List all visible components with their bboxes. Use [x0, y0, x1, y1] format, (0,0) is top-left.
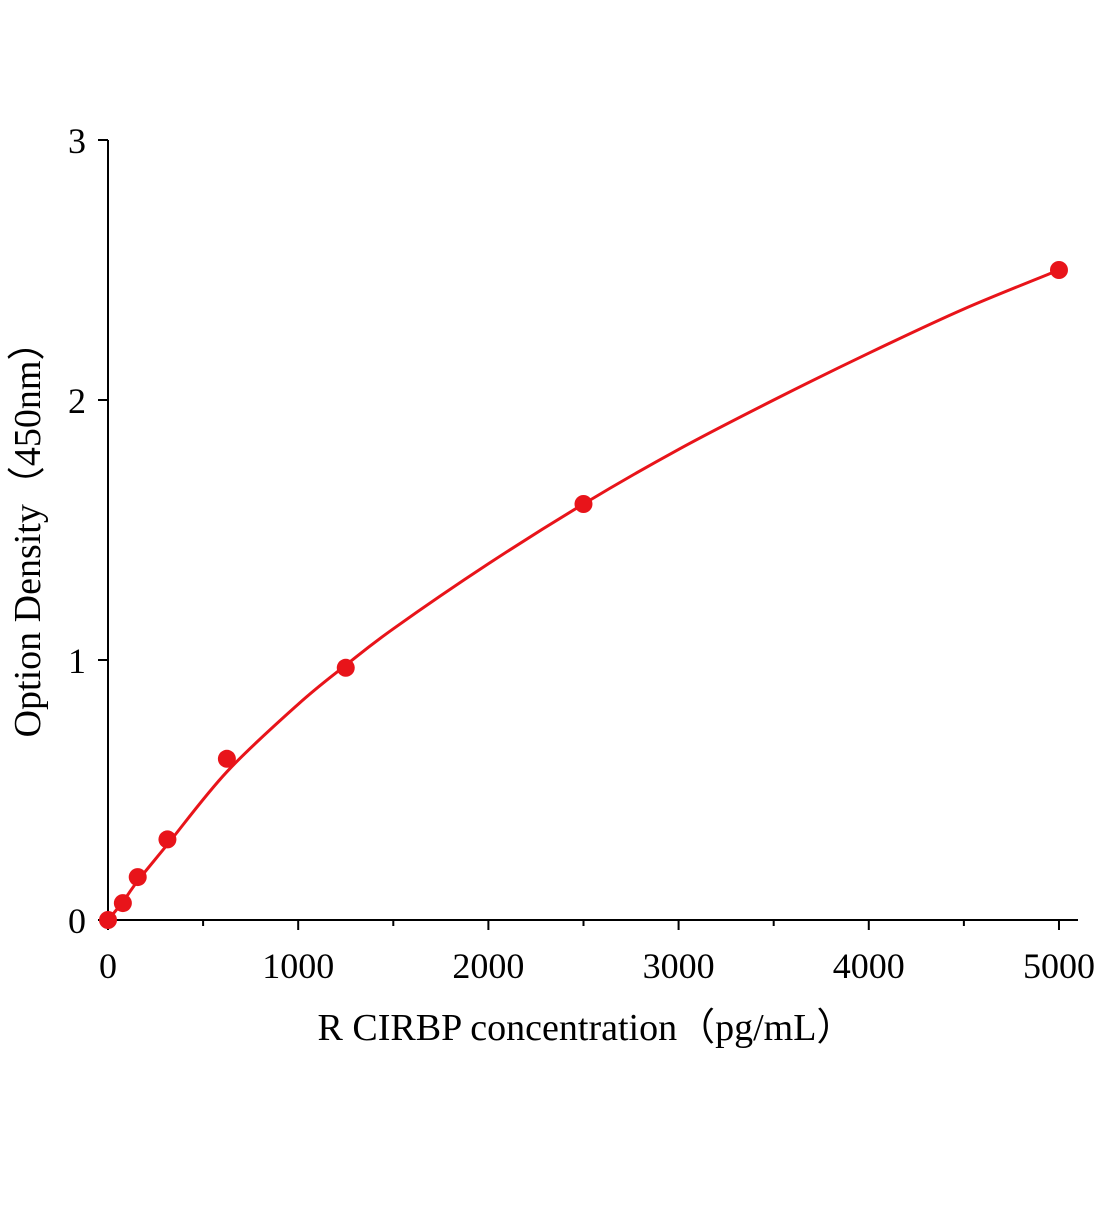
y-tick-label: 3 [68, 121, 86, 161]
x-tick-label: 2000 [452, 946, 524, 986]
y-tick-label: 2 [68, 381, 86, 421]
data-point [158, 830, 177, 849]
y-axis-label: Option Density（450nm） [7, 323, 49, 738]
data-point [1049, 261, 1068, 279]
data-point [336, 658, 355, 677]
data-point [113, 894, 132, 913]
data-point [99, 911, 117, 929]
x-tick-label: 3000 [643, 946, 715, 986]
x-axis-label: R CIRBP concentration（pg/mL） [318, 1007, 855, 1049]
data-point [574, 495, 593, 513]
y-tick-label: 1 [68, 641, 86, 681]
fit-curve [106, 268, 1060, 921]
x-tick-label: 1000 [262, 946, 334, 986]
x-tick-label: 4000 [833, 946, 905, 986]
y-tick-label: 0 [68, 901, 86, 941]
data-point [128, 868, 147, 887]
data-point [217, 749, 236, 768]
x-tick-label: 0 [99, 946, 117, 986]
x-tick-label: 5000 [1023, 946, 1095, 986]
